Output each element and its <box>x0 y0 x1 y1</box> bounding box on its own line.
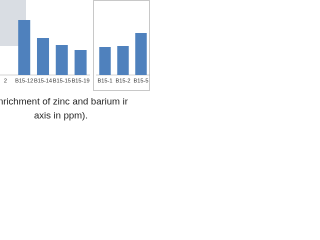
x-tick-label: B15-5 <box>134 78 149 84</box>
x-tick-label: 2 <box>4 78 7 84</box>
x-tick-label: B15-12 <box>15 78 33 84</box>
bar <box>74 50 87 75</box>
bar <box>117 46 129 75</box>
caption-line: nrichment of zinc and barium ir <box>0 97 128 108</box>
x-tick-label: B15-15 <box>53 78 71 84</box>
x-tick-label: B15-1 <box>98 78 113 84</box>
bar <box>55 45 68 75</box>
bar <box>135 33 147 75</box>
bar <box>18 20 31 75</box>
figure: nrichment of zinc and barium ir axis in … <box>0 0 150 122</box>
bar <box>99 47 111 75</box>
caption-line: axis in ppm). <box>34 111 88 122</box>
bar <box>36 38 50 75</box>
chart-frame <box>93 0 150 91</box>
x-tick-label: B15-14 <box>34 78 52 84</box>
x-tick-label: B15-2 <box>116 78 131 84</box>
x-tick-label: B15-19 <box>72 78 90 84</box>
